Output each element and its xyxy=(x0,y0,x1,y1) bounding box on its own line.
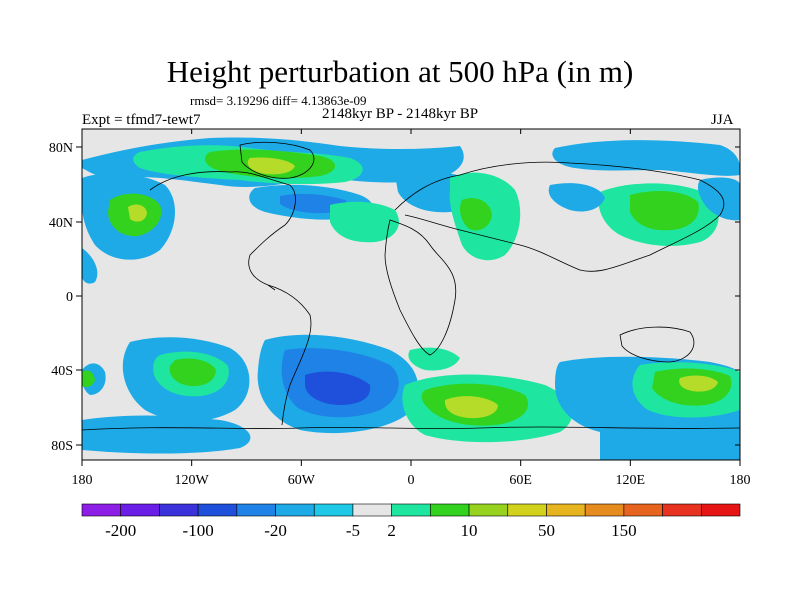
colorbar-label: 50 xyxy=(538,521,555,540)
contour-teal-south-africa xyxy=(408,347,460,371)
lat-tick-label: 40N xyxy=(49,216,73,231)
contour-yellow-north-pacific xyxy=(128,204,147,222)
lat-tick-label: 80N xyxy=(49,141,73,156)
colorbar-box xyxy=(81,503,122,517)
latitude-axis: 80N 40N 0 40S 80S xyxy=(49,141,740,454)
contour-yellow-arctic xyxy=(247,157,295,175)
lon-tick-label: 180 xyxy=(72,473,93,488)
colorbar-label: 2 xyxy=(387,521,396,540)
contour-cyan-east-edge xyxy=(697,177,740,221)
colorbar-label: -200 xyxy=(105,521,136,540)
colorbar-label: 10 xyxy=(461,521,478,540)
contour-green-eurasia xyxy=(460,198,492,231)
contour-green-south-pacific xyxy=(169,358,216,387)
contour-cyan-asia xyxy=(548,183,605,212)
contour-yellow-indian-ocean xyxy=(444,396,498,419)
coastline-greenland xyxy=(239,141,315,179)
contour-green-north-pacific-east xyxy=(630,190,699,231)
contour-field xyxy=(82,129,740,460)
lat-tick-label: 0 xyxy=(66,290,73,305)
colorbar-label: -100 xyxy=(183,521,214,540)
contour-cyan-siberia xyxy=(552,140,740,176)
contour-cyan-antarctic-east xyxy=(600,425,740,460)
colorbar-box xyxy=(236,503,276,517)
contour-yellow-south-east xyxy=(679,375,718,392)
longitude-axis: 180 120W 60W 0 60E 120E 180 xyxy=(72,129,751,488)
contour-teal-atlantic xyxy=(330,201,399,243)
colorbar-box xyxy=(623,503,663,517)
coastline-south-america xyxy=(267,284,312,426)
colorbar-label: -5 xyxy=(346,521,360,540)
colorbar-box xyxy=(275,503,315,517)
season-label: JJA xyxy=(711,112,734,128)
colorbar-box xyxy=(197,503,238,517)
colorbar-box xyxy=(662,503,702,517)
colorbar-box xyxy=(507,503,547,517)
lon-tick-label: 180 xyxy=(730,473,751,488)
contour-green-south-west-edge xyxy=(82,370,95,388)
colorbar-box xyxy=(468,503,509,517)
coastline-eurasia xyxy=(394,161,725,272)
stats-text: rmsd= 3.19296 diff= 4.13863e-09 xyxy=(190,93,367,108)
coastline-africa xyxy=(384,219,457,356)
lon-tick-label: 0 xyxy=(408,473,415,488)
colorbar-label: 150 xyxy=(611,521,637,540)
colorbar-box xyxy=(391,503,431,517)
colorbar: -200 -100 -20 -5 2 10 50 150 xyxy=(81,503,741,540)
lon-tick-label: 60W xyxy=(288,473,316,488)
contour-cyan-antarctic-west xyxy=(82,415,251,454)
period-label: 2148kyr BP - 2148kyr BP xyxy=(322,106,479,122)
coastline-antarctica xyxy=(82,426,740,431)
lon-tick-label: 60E xyxy=(509,473,532,488)
experiment-label: Expt = tfmd7-tewt7 xyxy=(82,112,201,128)
colorbar-box xyxy=(584,503,625,517)
colorbar-box xyxy=(352,503,392,517)
colorbar-box xyxy=(159,503,199,517)
colorbar-box xyxy=(120,503,160,517)
coastlines xyxy=(82,141,740,431)
contour-dark-blue-south-atlantic xyxy=(305,371,371,405)
coastline-north-america xyxy=(149,171,296,291)
map-title: Height perturbation at 500 hPa (in m) xyxy=(166,54,634,89)
colorbar-box xyxy=(430,503,470,517)
colorbar-box xyxy=(546,503,586,517)
colorbar-label: -20 xyxy=(264,521,287,540)
coastline-australia xyxy=(619,326,695,363)
contour-cyan-pacific-west-edge xyxy=(82,248,98,284)
colorbar-box xyxy=(313,503,354,517)
lon-tick-label: 120W xyxy=(175,473,210,488)
lat-tick-label: 80S xyxy=(51,439,73,454)
lon-tick-label: 120E xyxy=(616,473,646,488)
colorbar-box xyxy=(700,503,741,517)
lat-tick-label: 40S xyxy=(51,364,73,379)
